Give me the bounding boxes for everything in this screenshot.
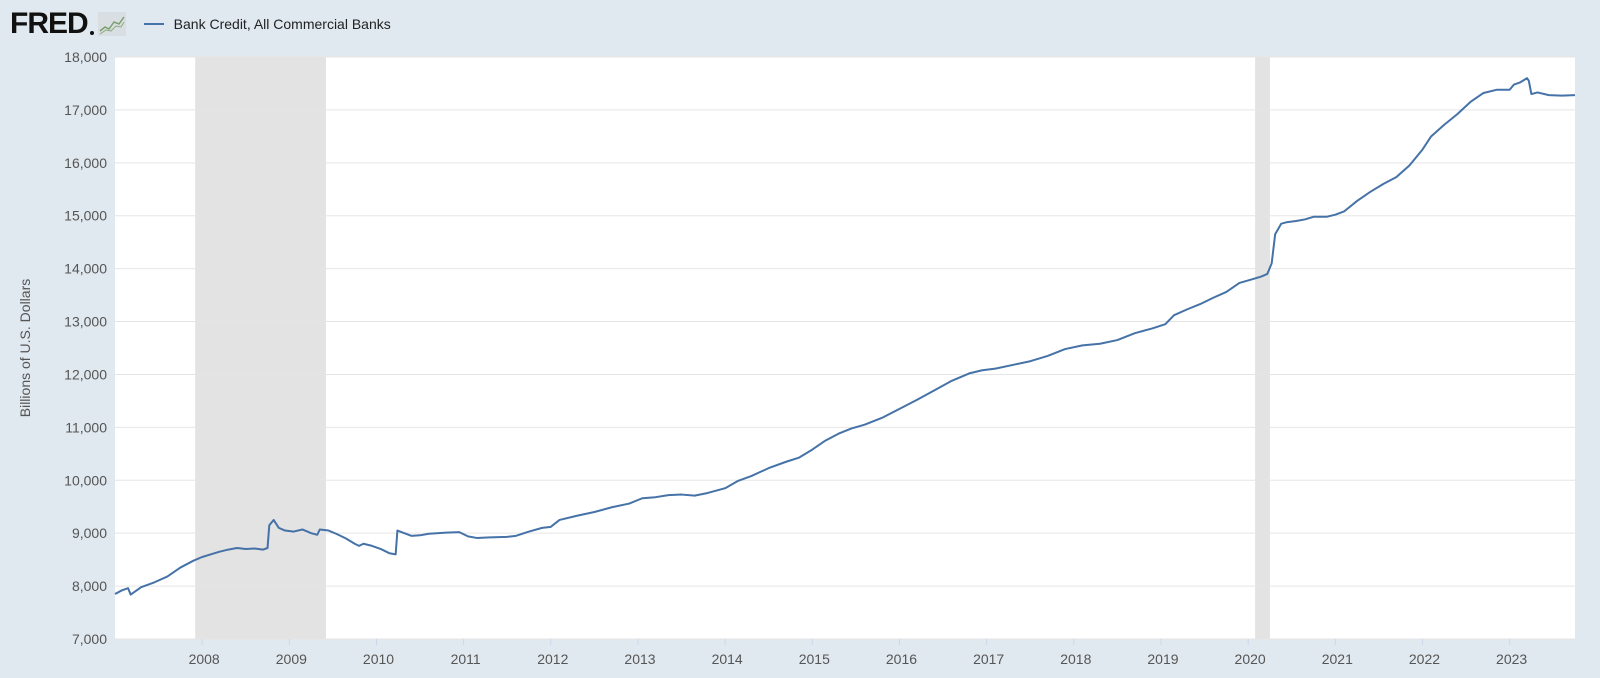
x-tick-label: 2021	[1322, 651, 1353, 667]
fred-logo-dot	[89, 31, 94, 35]
legend-label: Bank Credit, All Commercial Banks	[173, 16, 391, 32]
y-tick-label: 16,000	[64, 155, 107, 171]
y-tick-label: 18,000	[64, 49, 107, 65]
y-tick-label: 13,000	[64, 314, 107, 330]
y-tick-label: 8,000	[72, 578, 107, 594]
x-tick-label: 2017	[973, 651, 1004, 667]
y-tick-label: 12,000	[64, 366, 107, 382]
plot-area	[115, 57, 1575, 639]
recession-band	[1255, 57, 1270, 639]
x-tick-label: 2014	[712, 651, 743, 667]
legend-swatch	[143, 23, 164, 25]
x-tick-label: 2008	[189, 651, 220, 667]
recession-band	[195, 57, 326, 639]
y-axis-label: Billions of U.S. Dollars	[17, 279, 33, 418]
x-tick-label: 2012	[537, 651, 568, 667]
fred-logo-text: FRED	[10, 7, 89, 40]
y-tick-label: 14,000	[64, 261, 107, 277]
x-tick-label: 2015	[799, 651, 830, 667]
chart-legend: Bank Credit, All Commercial Banks	[143, 16, 391, 32]
x-tick-label: 2019	[1147, 651, 1178, 667]
y-tick-label: 7,000	[72, 631, 107, 647]
x-tick-label: 2020	[1235, 651, 1266, 667]
x-tick-label: 2023	[1496, 651, 1527, 667]
x-tick-label: 2013	[624, 651, 655, 667]
y-tick-label: 15,000	[64, 208, 107, 224]
chart-header: FRED Bank Credit, All Commercial Banks	[10, 8, 391, 40]
y-tick-label: 9,000	[72, 525, 107, 541]
x-tick-label: 2010	[363, 651, 394, 667]
fred-logo-graph-icon	[97, 12, 126, 36]
x-tick-label: 2009	[276, 651, 307, 667]
x-tick-label: 2011	[451, 651, 481, 667]
fred-logo[interactable]: FRED	[10, 9, 126, 39]
series-line-bank-credit	[114, 77, 1576, 596]
x-tick-label: 2022	[1409, 651, 1440, 667]
x-tick-label: 2018	[1060, 651, 1091, 667]
x-tick-label: 2016	[886, 651, 917, 667]
y-tick-label: 10,000	[64, 472, 107, 488]
y-tick-label: 11,000	[65, 419, 107, 435]
y-tick-label: 17,000	[64, 102, 107, 118]
